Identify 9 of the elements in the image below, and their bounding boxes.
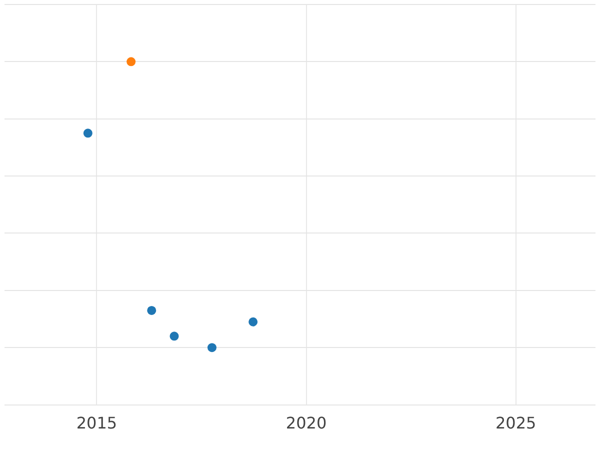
point: [83, 128, 92, 138]
point: [126, 57, 136, 66]
x-tick-label: 2025: [496, 414, 536, 433]
point: [248, 317, 258, 326]
point: [147, 306, 156, 315]
x-tick-label: 2015: [76, 414, 118, 433]
point: [207, 343, 216, 352]
point: [170, 332, 179, 341]
x-tick-label: 2020: [286, 414, 327, 433]
